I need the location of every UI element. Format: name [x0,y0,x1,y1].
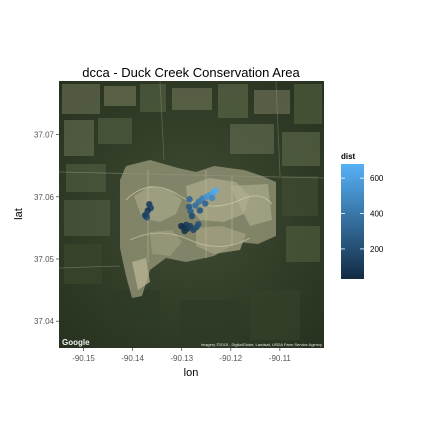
data-point [186,196,193,203]
data-point [177,222,185,230]
points-layer [141,187,219,235]
y-tick-label: 37.05 [34,255,55,264]
x-tick-label: -90.11 [269,354,292,363]
google-logo: Google [62,338,90,347]
y-tick-label: 37.04 [34,317,55,326]
legend-title: dist [341,152,356,161]
x-tick-label: -90.14 [121,354,144,363]
y-tick-label: 37.06 [34,193,55,202]
data-point [141,212,149,219]
x-tick-label: -90.15 [72,354,95,363]
y-tick-label: 37.07 [34,131,55,140]
data-point [212,187,219,194]
data-point [208,194,216,202]
y-axis: 37.04 37.05 37.06 37.07 [34,131,59,326]
x-tick-label: -90.13 [170,354,193,363]
chart-title: dcca - Duck Creek Conservation Area [82,65,300,80]
x-tick-label: -90.12 [219,354,242,363]
data-point [196,207,204,214]
data-point [188,212,196,220]
x-axis-title: lon [184,367,199,379]
data-point [195,220,202,228]
x-axis: -90.15 -90.14 -90.13 -90.12 -90.11 [72,348,291,363]
legend-ticks: 200 400 600 [341,174,384,254]
y-axis-title: lat [13,208,25,220]
data-point [187,207,194,215]
legend-label: 400 [370,210,384,219]
legend-colorbar [341,164,364,279]
data-point [181,227,188,235]
data-point [202,200,209,207]
legend-label: 200 [370,245,384,254]
map-attribution: Imagery ©2015 , DigitalGlobe, Landsat, U… [201,342,322,347]
legend: dist 200 400 600 [341,152,384,279]
legend-label: 600 [370,174,384,183]
